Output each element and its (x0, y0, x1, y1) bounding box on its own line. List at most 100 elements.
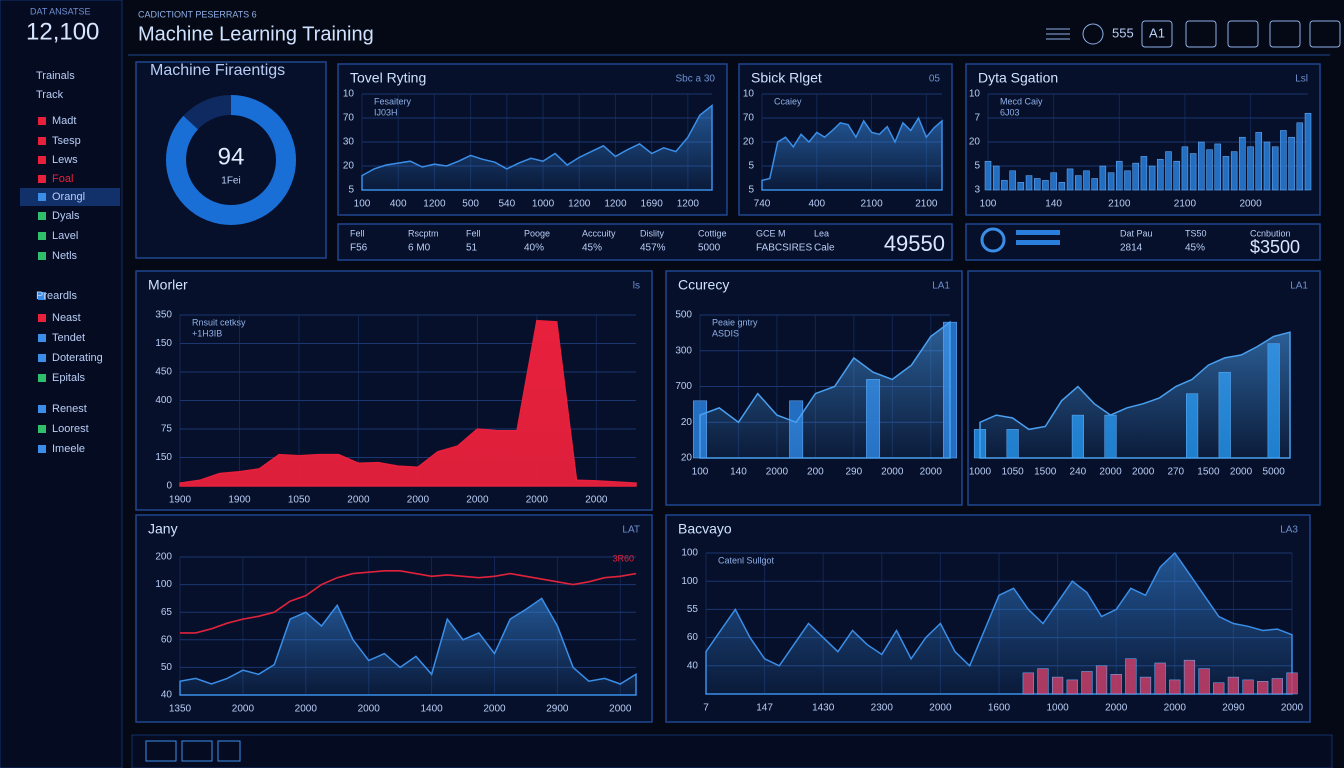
sidebar-icon (38, 252, 46, 260)
x-tick-label: 740 (754, 199, 771, 210)
x-tick-label: 1430 (812, 703, 835, 714)
y-tick-label: 300 (675, 345, 692, 356)
sidebar-item: Orangl (52, 191, 85, 203)
x-tick-label: 7 (703, 703, 709, 714)
tool-button[interactable] (1309, 20, 1341, 48)
sidebar-item: Doterating (52, 352, 103, 364)
tool-button[interactable] (1269, 20, 1301, 48)
sidebar-icon (38, 405, 46, 413)
bar (1255, 132, 1263, 191)
bar (1042, 180, 1049, 191)
footer-button[interactable] (217, 740, 241, 762)
bar (1095, 665, 1108, 695)
x-tick-label: 2100 (1174, 199, 1197, 210)
sidebar-icon (38, 156, 46, 164)
x-tick-label: 140 (730, 467, 747, 478)
sidebar-item: Dyals (52, 210, 80, 222)
x-tick-label: 2000 (1164, 703, 1187, 714)
stats-panel (337, 223, 953, 261)
x-tick-label: 1900 (228, 495, 251, 506)
bar (1009, 170, 1016, 191)
chart-tag: LA1 (932, 281, 950, 292)
sidebar-icon (38, 425, 46, 433)
y-tick-label: 7 (974, 113, 980, 124)
x-tick-label: 2000 (358, 704, 381, 715)
bar (1304, 112, 1312, 191)
sidebar-item: Lavel (52, 230, 78, 242)
x-tick-label: 2000 (1132, 467, 1155, 478)
footer-button[interactable] (181, 740, 213, 762)
chart-note: ASDIS (712, 328, 739, 338)
bar (1124, 170, 1131, 191)
y-tick-label: 40 (687, 660, 699, 671)
toolbar (1046, 20, 1341, 48)
tool-button[interactable] (1227, 20, 1259, 48)
chart-note: +1H3IB (192, 328, 222, 338)
x-tick-label: 2900 (546, 704, 569, 715)
tool-button[interactable] (1185, 20, 1217, 48)
stats-icon (1016, 240, 1060, 245)
y-tick-label: 5 (748, 161, 754, 172)
sidebar-item: Loorest (52, 423, 89, 435)
bar (1263, 141, 1271, 191)
sidebar-icon (38, 354, 46, 362)
x-tick-label: 1200 (423, 199, 446, 210)
stat-value: Cale (814, 243, 835, 254)
y-tick-label: 5 (748, 185, 754, 196)
chart-title: Dyta Sgation (978, 70, 1058, 86)
sidebar-icon (38, 374, 46, 382)
sidebar-icon (38, 137, 46, 145)
sidebar-counter: 12,100 (26, 18, 99, 45)
stat-value: 2814 (1120, 243, 1143, 254)
x-tick-label: 2000 (920, 467, 943, 478)
bar (1025, 175, 1033, 191)
sidebar-caption: DAT ANSATSE (30, 6, 91, 16)
y-tick-label: 5 (348, 185, 354, 196)
stat-value: 5000 (698, 243, 721, 254)
stats-icon (980, 227, 1006, 253)
clock-icon[interactable] (1082, 23, 1104, 45)
bar (1001, 180, 1008, 191)
y-tick-label: 50 (161, 662, 173, 673)
bar (1198, 668, 1210, 695)
chart-note: Fesaitery (374, 96, 412, 106)
sidebar-icon (38, 292, 46, 300)
area (179, 597, 637, 696)
x-tick-label: 500 (462, 199, 479, 210)
bar (1227, 676, 1240, 695)
footer-bar (131, 734, 1333, 768)
y-tick-label: 200 (155, 552, 172, 563)
gauge-title: Machine Firaentigs (150, 62, 285, 79)
x-tick-label: 1000 (532, 199, 555, 210)
x-tick-label: 1000 (969, 467, 992, 478)
x-tick-label: 2000 (1230, 467, 1253, 478)
x-tick-label: 270 (1167, 467, 1184, 478)
stat-label: Acccuity (582, 228, 616, 238)
bar (1148, 165, 1156, 191)
chart-tag: LAT (622, 525, 640, 536)
y-tick-label: 5 (974, 161, 980, 172)
bar (1051, 676, 1064, 695)
y-tick-label: 150 (155, 338, 172, 349)
gauge-value: 94 (218, 143, 245, 170)
stat-label: Pooge (524, 228, 550, 238)
stat-value: 45% (582, 243, 602, 254)
y-tick-label: 350 (155, 310, 172, 321)
sidebar-icon (38, 117, 46, 125)
sidebar-item: Netls (52, 250, 78, 262)
badge-box[interactable] (1141, 20, 1173, 48)
footer-button[interactable] (145, 740, 177, 762)
y-tick-label: 10 (969, 89, 981, 100)
y-tick-label: 400 (155, 395, 172, 406)
bar (1271, 146, 1279, 191)
stat-label: Cottige (698, 228, 727, 238)
y-tick-label: 100 (681, 576, 698, 587)
bar (1173, 160, 1180, 191)
x-tick-label: 1000 (1046, 703, 1069, 714)
area (699, 320, 951, 459)
stat-value: 40% (524, 243, 544, 254)
sidebar-item: Tsesp (52, 135, 81, 147)
x-tick-label: 2000 (407, 495, 430, 506)
sidebar-icon (38, 212, 46, 220)
